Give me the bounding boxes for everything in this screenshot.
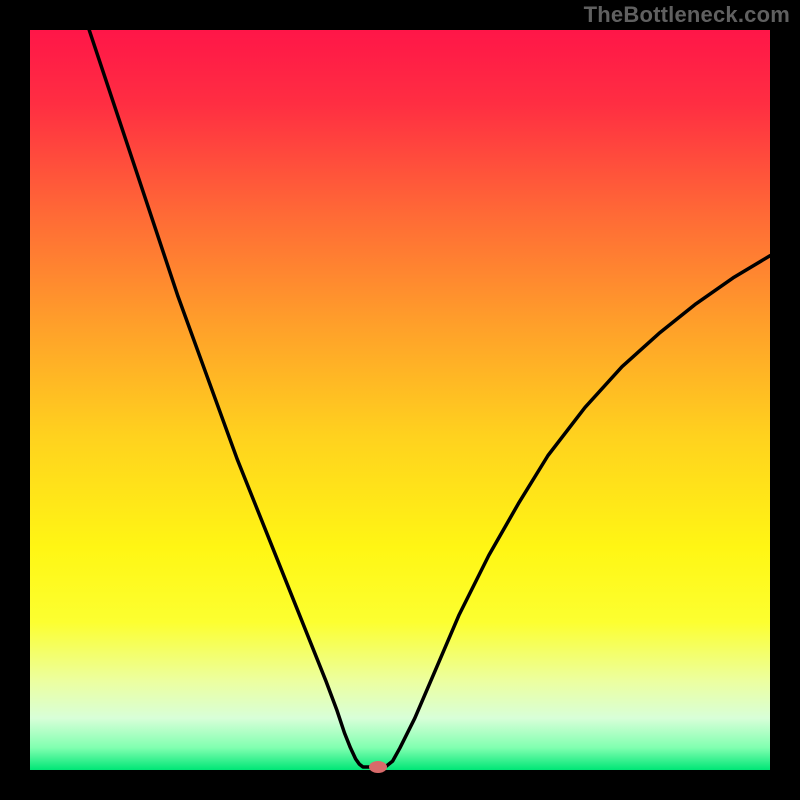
chart-container: TheBottleneck.com [0, 0, 800, 800]
optimal-point-marker [369, 761, 387, 773]
bottleneck-curve [0, 0, 800, 800]
watermark-text: TheBottleneck.com [584, 2, 790, 28]
